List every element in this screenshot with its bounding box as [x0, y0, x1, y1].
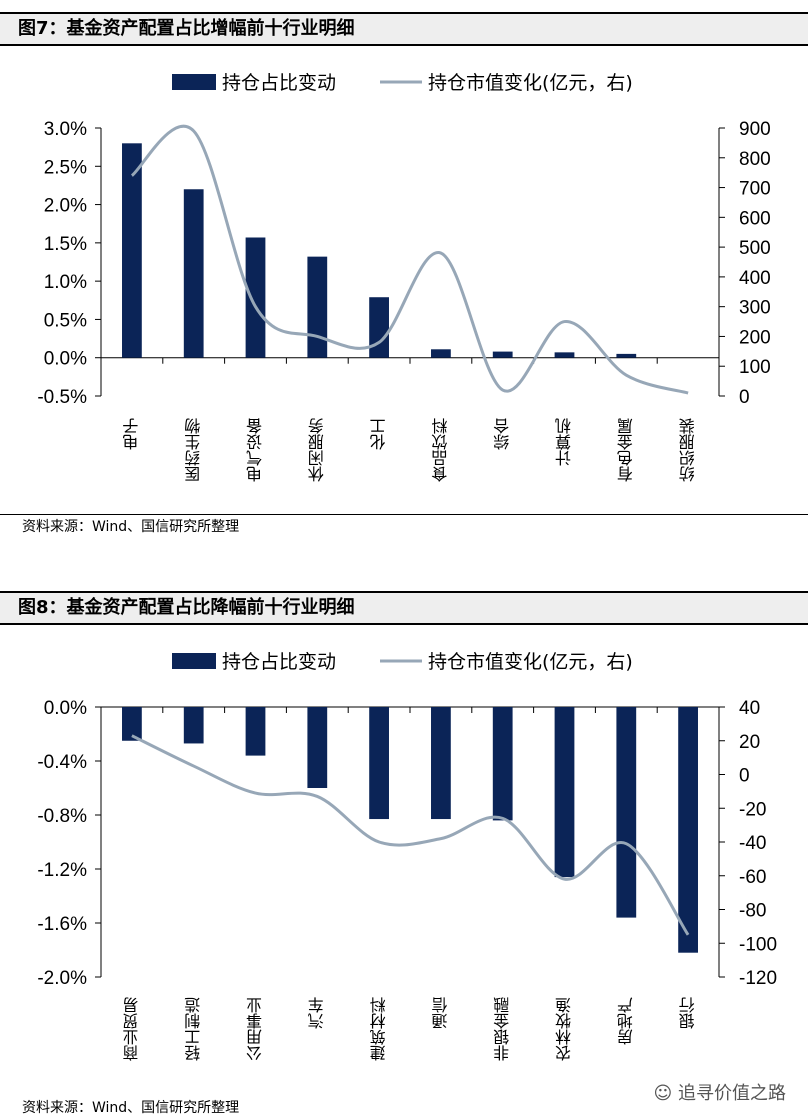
bar	[554, 352, 575, 358]
right-axis-tick-label: -20	[739, 799, 766, 820]
legend-bar-swatch	[172, 653, 216, 669]
right-axis-tick-label: 400	[739, 268, 771, 289]
bar	[183, 707, 204, 744]
bar	[431, 707, 451, 820]
bar	[122, 143, 142, 358]
category-label: 汽车	[308, 997, 327, 1029]
category-label: 化工	[370, 418, 389, 450]
left-axis-tick-label: -0.8%	[37, 806, 87, 827]
category-label: 银行	[679, 996, 698, 1029]
bar	[245, 707, 266, 756]
category-label: 电子	[122, 418, 141, 450]
category-label: 食品饮料	[431, 418, 450, 482]
right-axis-tick-label: 300	[739, 298, 771, 319]
category-label: 房地产	[617, 997, 636, 1045]
legend-line-label: 持仓市值变化(亿元，右)	[428, 651, 633, 673]
figure8-source: 资料来源：Wind、国信研究所整理	[22, 1100, 240, 1116]
bar	[369, 297, 389, 358]
category-label: 计算机	[555, 417, 574, 466]
right-axis-tick-label: 700	[739, 179, 771, 200]
figure7-chart: 持仓占比变动 持仓市值变化(亿元，右) 3.0% 2.5% 2.0% 1.5% 1.0% 0.…	[37, 72, 771, 482]
category-label: 农林牧渔	[555, 997, 574, 1061]
category-label: 非银金融	[493, 996, 512, 1061]
bar	[492, 707, 513, 821]
right-axis-tick-label: -40	[739, 833, 766, 854]
bar	[678, 707, 698, 953]
bar	[492, 351, 513, 358]
right-axis-tick-label: 800	[739, 149, 771, 170]
left-axis-tick-label: 3.0%	[44, 119, 87, 140]
category-label: 休闲服务	[308, 417, 327, 482]
right-axis-tick-label: 900	[739, 119, 771, 140]
left-axis-tick-label: 0.5%	[44, 310, 87, 331]
category-label: 公用事业	[246, 997, 265, 1061]
watermark: ☺ 追寻价值之路	[653, 1083, 787, 1104]
right-axis-tick-label: 100	[739, 357, 771, 378]
legend-bar-swatch	[172, 74, 216, 90]
left-axis-tick-label: -1.2%	[37, 860, 87, 881]
right-axis-tick-label: 0	[739, 766, 750, 787]
bar	[122, 707, 142, 741]
right-axis-tick-label: 20	[739, 732, 760, 753]
legend-bar-label: 持仓占比变动	[222, 651, 336, 673]
right-axis-tick-label: 40	[739, 698, 760, 719]
category-label: 建筑材料	[370, 997, 389, 1061]
bar	[369, 707, 389, 820]
figure7-source: 资料来源：Wind、国信研究所整理	[22, 519, 240, 535]
bar	[431, 349, 451, 358]
wechat-icon: ☺	[653, 1083, 673, 1104]
right-axis-tick-label: 500	[739, 238, 771, 259]
right-axis-tick-label: 0	[739, 387, 750, 408]
right-axis-tick-label: -100	[739, 934, 777, 955]
left-axis-tick-label: -0.4%	[37, 752, 87, 773]
figure8-chart: 持仓占比变动 持仓市值变化(亿元，右) 0.0% -0.4% -0.8% -1.2% -1.…	[37, 651, 777, 1061]
bar	[245, 237, 266, 358]
left-axis-tick-label: -2.0%	[37, 968, 87, 989]
legend-bar-label: 持仓占比变动	[222, 72, 336, 94]
legend-line-label: 持仓市值变化(亿元，右)	[428, 72, 633, 94]
bar	[616, 353, 637, 358]
bar	[307, 707, 328, 788]
category-label: 商业贸易	[122, 996, 141, 1061]
figure7-bottom-rule	[0, 514, 808, 515]
category-label: 综合	[493, 418, 512, 450]
right-axis-tick-label: 200	[739, 327, 771, 348]
bar	[183, 189, 204, 358]
right-axis-tick-label: 600	[739, 208, 771, 229]
left-axis-tick-label: 1.0%	[44, 272, 87, 293]
left-axis-tick-label: 1.5%	[44, 234, 87, 255]
category-label: 纺织服装	[679, 418, 698, 482]
right-axis-tick-label: -60	[739, 867, 766, 888]
right-axis-tick-label: -80	[739, 901, 766, 922]
legend: 持仓占比变动 持仓市值变化(亿元，右)	[172, 651, 633, 673]
series-line	[131, 734, 690, 936]
series-line	[130, 124, 689, 395]
category-label: 通信	[431, 997, 450, 1029]
bar	[307, 256, 328, 358]
category-label: 医药生物	[184, 417, 203, 482]
category-label: 轻工制造	[184, 997, 203, 1061]
left-axis-tick-label: 0.0%	[44, 349, 87, 370]
figure7-title: 图7：基金资产配置占比增幅前十行业明细	[0, 12, 808, 46]
category-label: 有色金属	[617, 418, 636, 482]
left-axis-tick-label: -1.6%	[37, 914, 87, 935]
category-label: 电气设备	[246, 418, 265, 482]
bar	[554, 707, 575, 878]
left-axis-tick-label: 2.5%	[44, 157, 87, 178]
left-axis-tick-label: -0.5%	[37, 387, 87, 408]
legend: 持仓占比变动 持仓市值变化(亿元，右)	[172, 72, 633, 94]
figure8-title: 图8：基金资产配置占比降幅前十行业明细	[0, 591, 808, 625]
bar	[616, 707, 637, 918]
right-axis-tick-label: -120	[739, 968, 777, 989]
left-axis-tick-label: 0.0%	[44, 698, 87, 719]
left-axis-tick-label: 2.0%	[44, 196, 87, 217]
